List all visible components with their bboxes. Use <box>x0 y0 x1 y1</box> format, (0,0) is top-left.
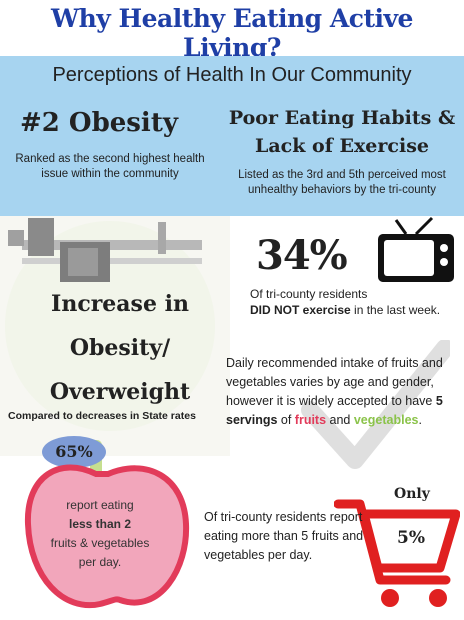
habits-heading-line1: Poor Eating Habits & <box>228 107 456 129</box>
cart-only-label: Only <box>394 486 430 502</box>
cart-percent: 5% <box>397 528 425 548</box>
compared-note: Compared to decreases in State rates <box>8 410 196 422</box>
exercise-line2: DID NOT exercise in the last week. <box>250 303 440 317</box>
television-icon <box>378 216 454 282</box>
recommended-vegetables: vegetables <box>353 413 419 427</box>
recommended-text: Daily recommended intake of fruits and v… <box>226 356 443 408</box>
apple-line4: per day. <box>78 555 122 569</box>
recommended-end: . <box>418 413 422 427</box>
apple-line3: fruits & vegetables <box>50 536 150 550</box>
cart-description: Of tri-county residents report eating mo… <box>204 510 364 562</box>
apple-line1: report eating <box>66 498 134 512</box>
exercise-rest: in the last week. <box>350 303 441 317</box>
recommended-intake-text: Daily recommended intake of fruits and v… <box>226 354 462 430</box>
shopping-cart-icon <box>334 499 460 607</box>
weight-scale-icon <box>8 218 202 282</box>
increase-obesity-heading: Increase in Obesity/ Overweight <box>30 282 210 414</box>
apple-text: report eating less than 2 fruits & veget… <box>40 496 160 572</box>
habits-description: Listed as the 3rd and 5th perceived most… <box>238 169 446 196</box>
exercise-percent: 34% <box>256 232 348 279</box>
perceptions-banner <box>0 56 464 216</box>
apple-line2: less than 2 <box>68 517 132 531</box>
perceptions-heading: Perceptions of Health In Our Community <box>52 64 412 86</box>
checkmark-icon <box>301 340 450 469</box>
obesity-description: Ranked as the second highest health issu… <box>15 153 205 180</box>
increase-line2: Obesity/ <box>69 335 171 361</box>
increase-line3: Overweight <box>49 379 191 405</box>
recommended-fruits: fruits <box>294 413 327 427</box>
exercise-bold: DID NOT exercise <box>250 303 351 317</box>
recommended-and: and <box>326 413 354 427</box>
apple-percent: 65% <box>55 442 93 461</box>
habits-heading: Poor Eating Habits & Lack of Exercise <box>222 104 462 160</box>
obesity-rank: #2 Obesity <box>20 108 178 138</box>
exercise-line1: Of tri-county residents <box>250 287 368 301</box>
recommended-servings: 5 servings <box>226 394 443 427</box>
habits-heading-line2: Lack of Exercise <box>255 135 429 157</box>
recommended-of: of <box>277 413 295 427</box>
increase-line1: Increase in <box>51 291 189 317</box>
page-title: Why Healthy Eating Active Living? <box>51 4 413 62</box>
apple-icon <box>24 436 190 609</box>
